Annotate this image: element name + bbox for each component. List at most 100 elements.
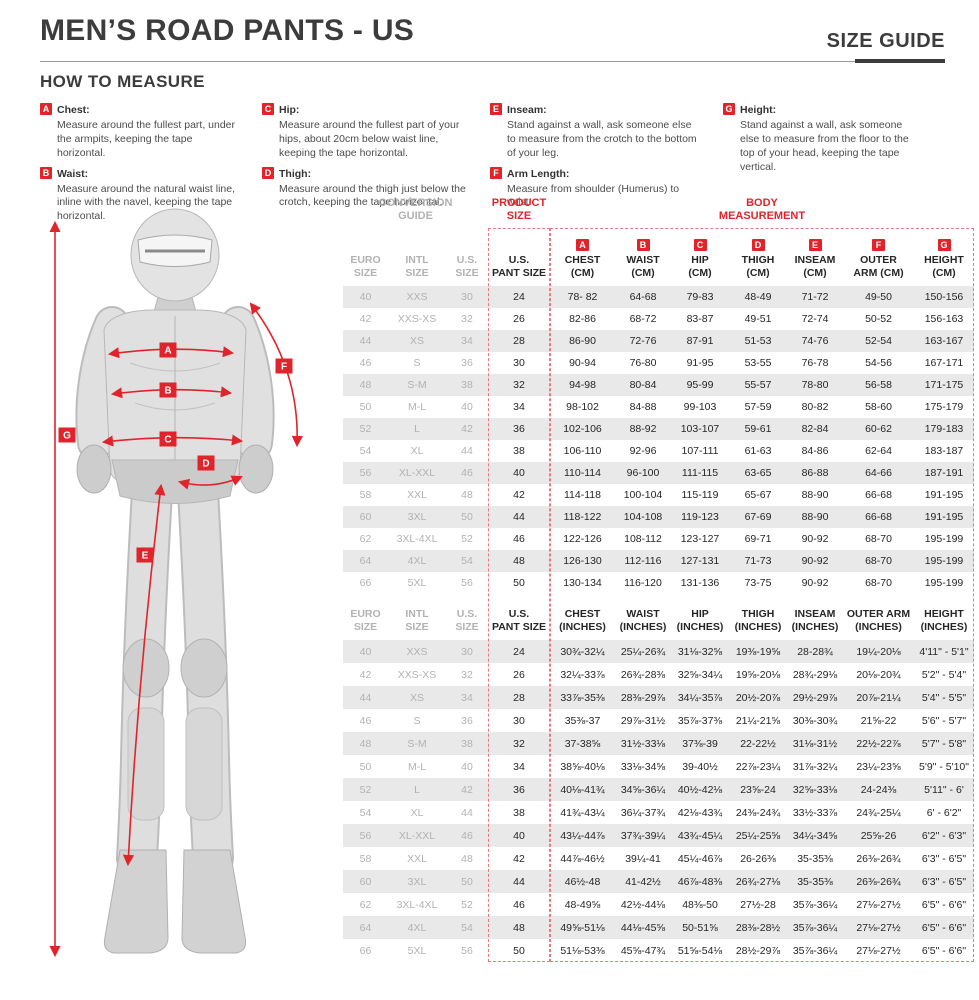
size-guide-underline	[855, 59, 945, 63]
us-size-cell: 48	[461, 852, 473, 865]
measurement-cell: 123-127	[680, 533, 720, 545]
measurement-cell: 35⅞-36¼	[792, 898, 838, 911]
pant-size-cell: 28	[488, 330, 550, 352]
column-header-measurement: E INSEAM (CM)	[787, 228, 843, 286]
measure-item-text: Measure around the thigh just below the …	[279, 182, 466, 209]
measurement-cell: 131-136	[680, 577, 720, 589]
measurement-cell: 34⅝-36¼	[615, 778, 671, 801]
group-label-conversion-guide: CONVERSION GUIDE	[378, 197, 453, 222]
measurement-cell: 22½-22⅞	[843, 732, 914, 755]
measure-column: A Chest: Measure around the fullest part, …	[40, 100, 262, 227]
measurement-cell: 41¾-43¼	[560, 806, 605, 819]
measurement-cell: 68-72	[629, 313, 657, 325]
measurement-cell: 20⅛-20¾	[856, 668, 901, 681]
pant-size-cell: 50	[513, 944, 525, 957]
group-label-body-measurement: BODY MEASUREMENT	[718, 197, 806, 222]
measurement-cell: 40½-42⅛	[671, 778, 729, 801]
measurement-cell: 156-163	[924, 313, 964, 325]
measurement-cell: 115-119	[681, 489, 719, 501]
measurement-cell: 51⅝-54⅛	[677, 944, 723, 957]
measurement-cell: 35-35⅜	[787, 870, 843, 893]
column-header-label: THIGH (INCHES)	[734, 608, 782, 634]
column-header: INTL SIZE	[405, 254, 429, 280]
measurement-cell: 6'2" - 6'3"	[914, 824, 974, 847]
measurement-cell: 58-60	[865, 401, 892, 413]
measurement-cell: 91-95	[686, 357, 714, 369]
group-label-product-size: PRODUCT SIZE	[491, 197, 547, 222]
measure-item-label: Thigh:	[279, 167, 312, 180]
svg-text:B: B	[164, 386, 171, 397]
intl-size-cell: 3XL-4XL	[396, 898, 438, 911]
measurement-cell: 6'5" - 6'6"	[921, 944, 967, 957]
measurement-cell: 30¾-32¼	[550, 640, 615, 663]
measure-item: A Chest: Measure around the fullest part, …	[40, 100, 262, 161]
column-header: U.S. SIZE	[455, 254, 479, 280]
measurement-cell: 195-199	[914, 550, 974, 572]
pant-size-cell: 34	[513, 760, 525, 773]
measurement-cell: 71-72	[787, 286, 843, 308]
column-header-measurement: CHEST (INCHES)	[550, 594, 615, 640]
measurement-cell: 112-116	[615, 550, 671, 572]
us-size-cell: 30	[446, 286, 488, 308]
measure-item-label: Arm Length:	[507, 167, 570, 180]
measurement-cell: 68-70	[843, 550, 914, 572]
measurement-cell: 28-28¾	[787, 640, 843, 663]
letter-badge: F	[872, 239, 885, 252]
measurement-cell: 107-111	[681, 445, 719, 457]
size-table-grid: CONVERSION GUIDE PRODUCT SIZE BODY MEASURE…	[343, 194, 974, 962]
svg-text:E: E	[142, 551, 149, 562]
column-header-measurement: HEIGHT (INCHES)	[914, 594, 974, 640]
euro-size-cell: 46	[359, 357, 372, 369]
measure-item-head: B Waist:	[40, 164, 262, 182]
measurement-cell: 31½-33⅛	[615, 732, 671, 755]
column-header-label: INSEAM (CM)	[794, 254, 836, 280]
us-size-cell: 56	[461, 944, 473, 957]
measure-item-text: Measure around the natural waist line, i…	[57, 182, 236, 223]
svg-text:G: G	[63, 431, 71, 442]
measurement-cell: 4'11" - 5'1"	[914, 640, 974, 663]
us-size-cell: 32	[461, 313, 473, 325]
measurement-cell: 36¼-37¾	[620, 806, 666, 819]
measurement-cell: 43¾-45¼	[671, 824, 729, 847]
measurement-cell: 25¼-26¾	[615, 640, 671, 663]
us-size-cell: 44	[461, 806, 473, 819]
measurement-cell: 62-64	[865, 445, 892, 457]
measurement-cell: 64-68	[615, 286, 671, 308]
measurement-cell: 83-87	[686, 313, 714, 325]
measurement-cell: 5'4" - 5'5"	[914, 686, 974, 709]
euro-size-cell: 40	[343, 286, 388, 308]
measure-instructions: A Chest: Measure around the fullest part, …	[40, 100, 960, 227]
pant-size-cell: 26	[513, 668, 525, 681]
intl-size-cell: 5XL	[407, 577, 427, 589]
letter-badge: A	[576, 239, 589, 252]
us-size-cell: 42	[446, 418, 488, 440]
measure-letter-badge: E	[490, 103, 502, 115]
us-size-cell: 36	[461, 357, 473, 369]
euro-size-cell: 62	[359, 898, 372, 911]
measurement-cell: 171-175	[914, 374, 974, 396]
pant-size-cell: 38	[513, 806, 525, 819]
measure-item-label: Waist:	[57, 167, 89, 180]
measurement-cell: 54-56	[865, 357, 892, 369]
page-title: MEN’S ROAD PANTS - US	[40, 14, 415, 47]
intl-size-cell: S-M	[388, 732, 446, 755]
measurement-cell: 29½-29⅞	[787, 686, 843, 709]
measurement-cell: 40⅛-41¾	[550, 778, 615, 801]
column-header-measurement: OUTER ARM (INCHES)	[843, 594, 914, 640]
measurement-cell: 23¼-23⅝	[856, 760, 901, 773]
rider-figure-illustration: A B C D E F G	[49, 208, 303, 958]
measure-item: D Thigh: Measure around the thigh just bel…	[262, 164, 490, 211]
measurement-cell: 46⅞-48⅜	[671, 870, 729, 893]
column-header-label: WAIST (CM)	[626, 254, 660, 280]
letter-badge: C	[693, 239, 707, 252]
intl-size-cell: XL-XXL	[388, 824, 446, 847]
measurement-cell: 64-66	[843, 462, 914, 484]
column-header-measurement: D THIGH (CM)	[729, 228, 787, 286]
measurement-cell: 108-112	[624, 533, 662, 545]
column-header-measurement: WAIST (INCHES)	[615, 594, 671, 640]
column-header-measurement: B WAIST (CM)	[615, 228, 671, 286]
pant-size-cell: 24	[488, 286, 550, 308]
measure-item-text: Stand against a wall, ask someone else t…	[740, 119, 909, 173]
header-divider	[40, 61, 855, 62]
intl-size-cell: XXL	[407, 489, 427, 501]
